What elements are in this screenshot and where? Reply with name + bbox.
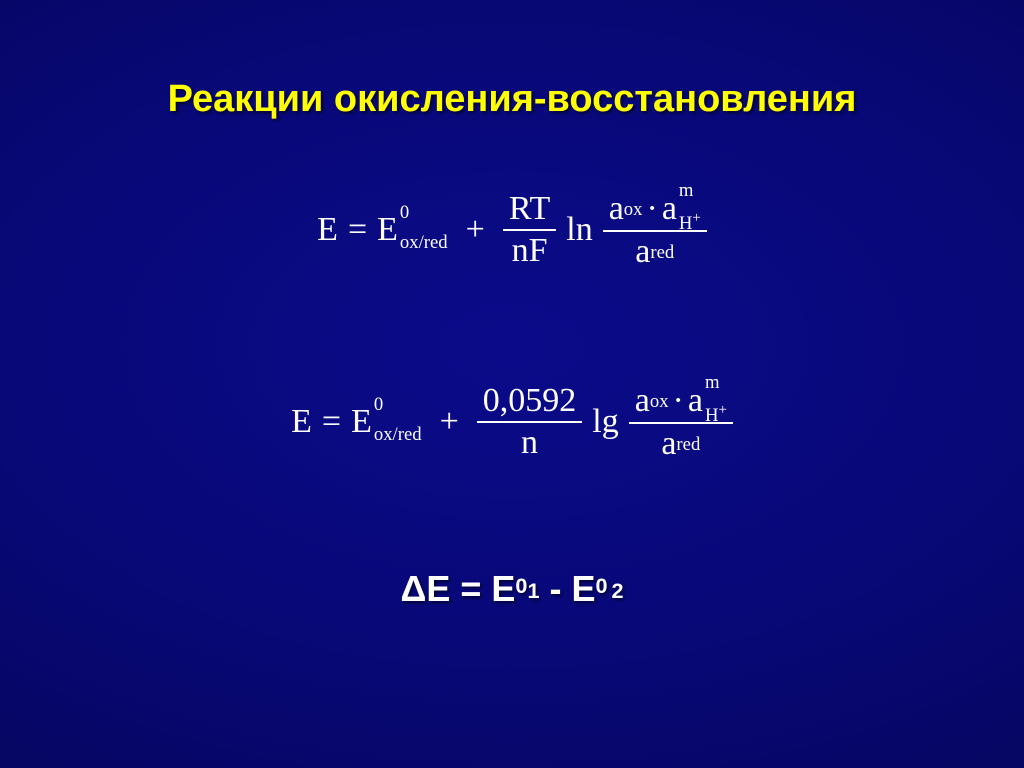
var-E: E xyxy=(426,568,450,610)
var-E: E xyxy=(291,403,312,441)
delta-E-equation: Δ E = E 0 1 - E 0 2 xyxy=(0,568,1024,610)
equals: = xyxy=(348,211,367,249)
E0-scripts: 0 ox/red xyxy=(400,213,448,247)
slide-title: Реакции окисления-восстановления xyxy=(0,78,1024,121)
nernst-equation-ln: E = E 0 ox/red + RT nF ln a ox · a m xyxy=(0,188,1024,272)
frac-RT-nF: RT nF xyxy=(503,189,556,270)
var-E: E xyxy=(317,211,338,249)
nernst-equation-lg: E = E 0 ox/red + 0,0592 n lg a ox · a m xyxy=(0,380,1024,464)
frac-0.0592-n: 0,0592 n xyxy=(477,381,583,462)
var-E0: E xyxy=(351,403,372,441)
equals: = xyxy=(460,568,481,610)
frac-activities: a ox · a m H+ a red xyxy=(603,188,707,272)
var-E0: E xyxy=(377,211,398,249)
frac-activities: a ox · a m H+ a red xyxy=(629,380,733,464)
var-E01: E xyxy=(491,568,515,610)
plus: + xyxy=(466,211,485,249)
delta: Δ xyxy=(400,568,426,610)
plus: + xyxy=(440,403,459,441)
lg: lg xyxy=(592,403,618,441)
E0-scripts: 0 ox/red xyxy=(374,405,422,439)
ln: ln xyxy=(566,211,592,249)
minus: - xyxy=(549,568,561,610)
var-E02: E xyxy=(571,568,595,610)
equals: = xyxy=(322,403,341,441)
